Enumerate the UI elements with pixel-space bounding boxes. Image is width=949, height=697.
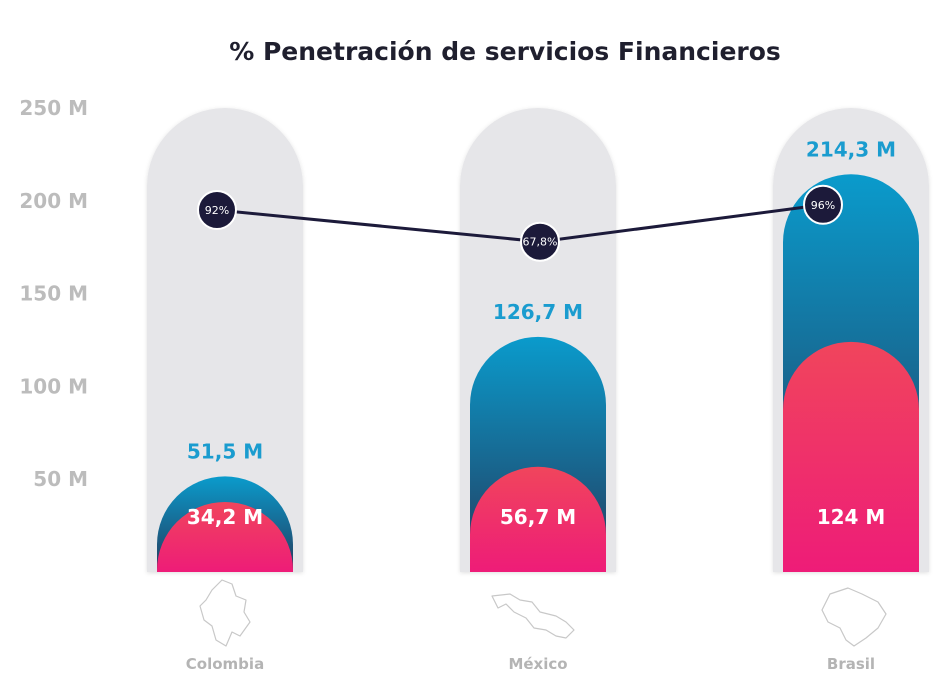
bar-sub-label: 56,7 M xyxy=(500,505,576,529)
brasil-map-icon xyxy=(821,587,887,647)
y-tick-label: 200 M xyxy=(19,189,88,213)
x-axis: Colombia México Brasil xyxy=(186,579,887,673)
y-tick-label: 250 M xyxy=(19,96,88,120)
y-tick-label: 50 M xyxy=(33,467,88,491)
y-axis: 50 M 100 M 150 M 200 M 250 M xyxy=(19,96,88,491)
bar-sub-label: 124 M xyxy=(817,505,886,529)
mexico-map-icon xyxy=(491,593,575,639)
y-tick-label: 100 M xyxy=(19,374,88,398)
penetration-marker xyxy=(520,221,560,262)
penetration-label: 92% xyxy=(205,204,229,217)
bar-sub xyxy=(470,466,606,572)
penetration-label: 96% xyxy=(811,199,835,212)
chart-title: % Penetración de servicios Financieros xyxy=(229,37,781,66)
bar-total-label: 51,5 M xyxy=(187,439,263,463)
penetration-line: 92% 67,8% 96% xyxy=(197,184,843,262)
colombia-map-icon xyxy=(199,579,251,647)
bars: 51,5 M 34,2 M 126,7 M 56,7 M 214,3 M 124 M xyxy=(147,108,929,572)
bar-total-label: 214,3 M xyxy=(806,137,896,161)
penetration-marker xyxy=(197,190,237,230)
category-label: Brasil xyxy=(827,655,875,673)
bar-sub-label: 34,2 M xyxy=(187,505,263,529)
category-label: Colombia xyxy=(186,655,264,673)
y-tick-label: 150 M xyxy=(19,282,88,306)
penetration-label: 67,8% xyxy=(523,236,558,249)
bar-sub xyxy=(783,341,919,572)
bar-total-label: 126,7 M xyxy=(493,300,583,324)
penetration-marker xyxy=(803,184,843,225)
bar-track xyxy=(147,108,303,572)
category-label: México xyxy=(508,655,567,673)
bar-sub xyxy=(157,502,293,572)
